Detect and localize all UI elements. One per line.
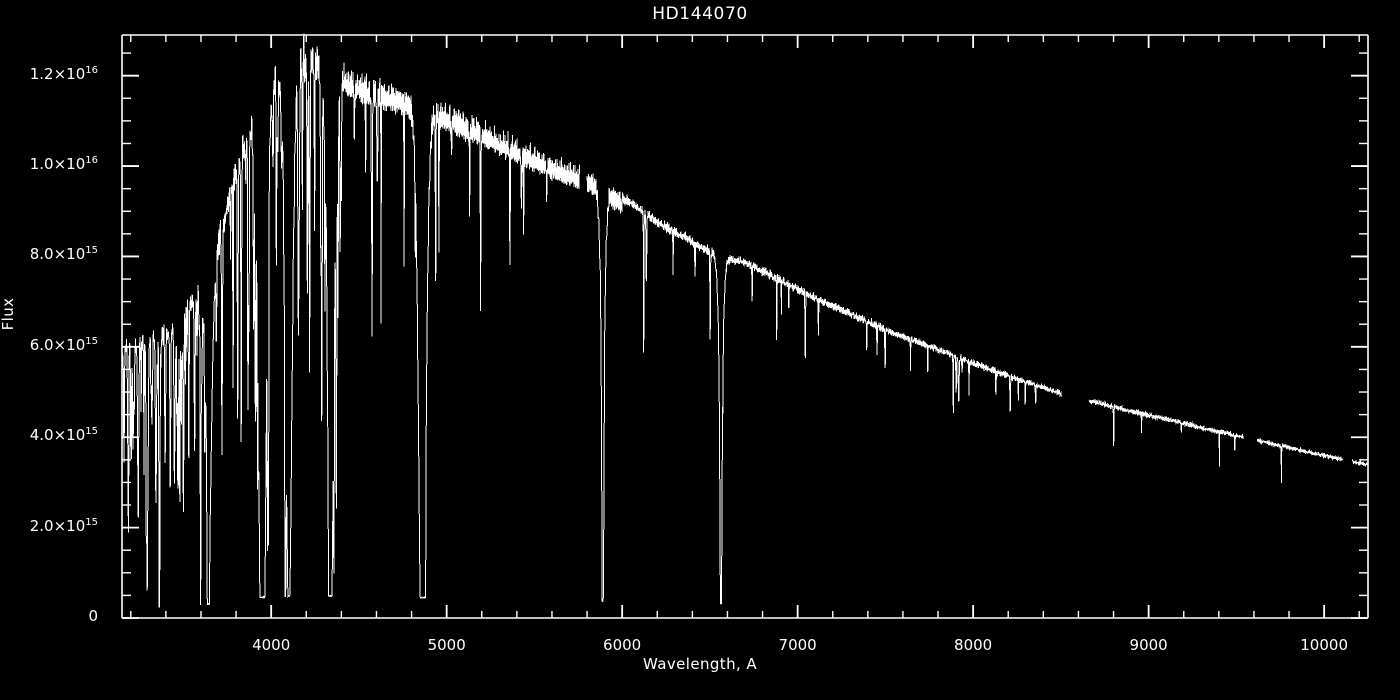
times-ten-symbol: ×10 <box>54 426 86 444</box>
y-tick-exponent: 16 <box>85 155 98 166</box>
x-tick-label: 10000 <box>1284 636 1364 654</box>
y-tick-label: 0 <box>0 607 98 625</box>
y-tick-label: 4.0×1015 <box>0 426 98 444</box>
y-tick-label: 1.2×1016 <box>0 65 98 83</box>
y-tick-mantissa: 1.0 <box>30 155 54 173</box>
y-tick-mantissa: 8.0 <box>30 245 54 263</box>
times-ten-symbol: ×10 <box>54 65 86 83</box>
spectrum-canvas <box>0 0 1400 700</box>
x-tick-label: 5000 <box>407 636 487 654</box>
y-tick-label: 8.0×1015 <box>0 245 98 263</box>
times-ten-symbol: ×10 <box>54 336 86 354</box>
y-tick-mantissa: 6.0 <box>30 336 54 354</box>
y-tick-label: 1.0×1016 <box>0 155 98 173</box>
y-tick-exponent: 15 <box>85 426 98 437</box>
spectrum-plot-figure: HD144070 Wavelength, A Flux 4000 5000 6000… <box>0 0 1400 700</box>
x-tick-label: 7000 <box>758 636 838 654</box>
x-tick-label: 9000 <box>1109 636 1189 654</box>
y-tick-mantissa: 2.0 <box>30 517 54 535</box>
y-tick-exponent: 16 <box>85 65 98 76</box>
page-title: HD144070 <box>0 4 1400 24</box>
y-tick-mantissa: 4.0 <box>30 426 54 444</box>
y-tick-label: 2.0×1015 <box>0 517 98 535</box>
x-tick-label: 6000 <box>582 636 662 654</box>
times-ten-symbol: ×10 <box>54 517 86 535</box>
y-tick-exponent: 15 <box>85 517 98 528</box>
x-tick-label: 4000 <box>231 636 311 654</box>
times-ten-symbol: ×10 <box>54 155 86 173</box>
times-ten-symbol: ×10 <box>54 245 86 263</box>
y-tick-label: 6.0×1015 <box>0 336 98 354</box>
x-axis-title: Wavelength, A <box>0 655 1400 673</box>
y-tick-mantissa: 1.2 <box>30 65 54 83</box>
x-tick-label: 8000 <box>933 636 1013 654</box>
y-tick-exponent: 15 <box>85 336 98 347</box>
y-tick-exponent: 15 <box>85 245 98 256</box>
